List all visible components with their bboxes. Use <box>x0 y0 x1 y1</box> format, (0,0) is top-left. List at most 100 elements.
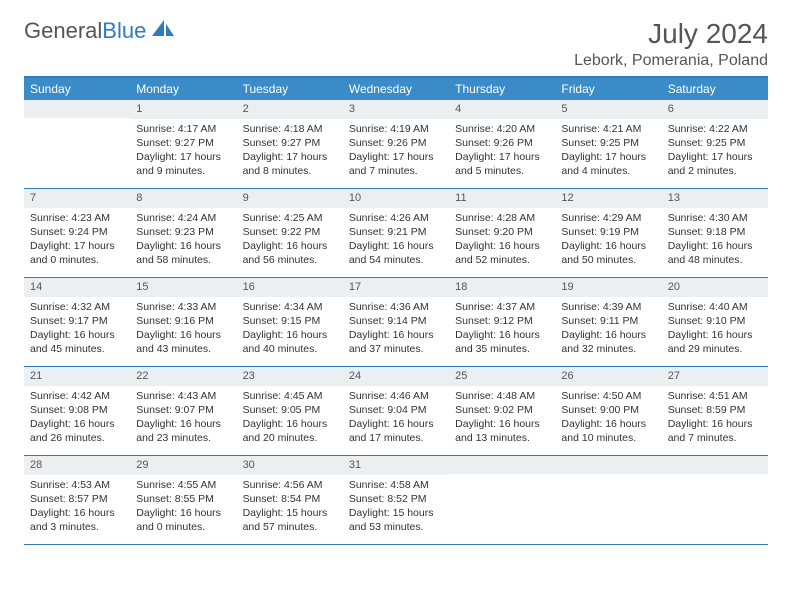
sunset-text: Sunset: 9:18 PM <box>668 225 762 239</box>
sunset-text: Sunset: 9:19 PM <box>561 225 655 239</box>
day-body: Sunrise: 4:17 AMSunset: 9:27 PMDaylight:… <box>130 119 236 185</box>
sunset-text: Sunset: 9:23 PM <box>136 225 230 239</box>
daylight-text: Daylight: 16 hours and 13 minutes. <box>455 417 549 445</box>
day-cell: 26Sunrise: 4:50 AMSunset: 9:00 PMDayligh… <box>555 367 661 455</box>
day-cell: 4Sunrise: 4:20 AMSunset: 9:26 PMDaylight… <box>449 100 555 188</box>
sunrise-text: Sunrise: 4:33 AM <box>136 300 230 314</box>
weeks-container: 1Sunrise: 4:17 AMSunset: 9:27 PMDaylight… <box>24 100 768 545</box>
day-number: 24 <box>343 367 449 386</box>
day-number: 25 <box>449 367 555 386</box>
day-cell: 31Sunrise: 4:58 AMSunset: 8:52 PMDayligh… <box>343 456 449 544</box>
sunset-text: Sunset: 8:54 PM <box>243 492 337 506</box>
sunrise-text: Sunrise: 4:46 AM <box>349 389 443 403</box>
day-number: 17 <box>343 278 449 297</box>
day-number: 28 <box>24 456 130 475</box>
day-body: Sunrise: 4:26 AMSunset: 9:21 PMDaylight:… <box>343 208 449 274</box>
logo-text-1: General <box>24 18 102 44</box>
day-number <box>662 456 768 474</box>
day-number: 2 <box>237 100 343 119</box>
month-title: July 2024 <box>574 18 768 50</box>
daylight-text: Daylight: 16 hours and 56 minutes. <box>243 239 337 267</box>
daylight-text: Daylight: 17 hours and 0 minutes. <box>30 239 124 267</box>
day-cell: 15Sunrise: 4:33 AMSunset: 9:16 PMDayligh… <box>130 278 236 366</box>
daylight-text: Daylight: 16 hours and 43 minutes. <box>136 328 230 356</box>
sunset-text: Sunset: 9:20 PM <box>455 225 549 239</box>
sunset-text: Sunset: 9:04 PM <box>349 403 443 417</box>
day-number: 21 <box>24 367 130 386</box>
sunrise-text: Sunrise: 4:24 AM <box>136 211 230 225</box>
day-body: Sunrise: 4:33 AMSunset: 9:16 PMDaylight:… <box>130 297 236 363</box>
week-row: 7Sunrise: 4:23 AMSunset: 9:24 PMDaylight… <box>24 189 768 278</box>
day-cell: 18Sunrise: 4:37 AMSunset: 9:12 PMDayligh… <box>449 278 555 366</box>
day-header: Thursday <box>449 78 555 100</box>
sunset-text: Sunset: 9:10 PM <box>668 314 762 328</box>
logo: GeneralBlue <box>24 18 176 44</box>
daylight-text: Daylight: 16 hours and 35 minutes. <box>455 328 549 356</box>
sunrise-text: Sunrise: 4:29 AM <box>561 211 655 225</box>
day-cell: 2Sunrise: 4:18 AMSunset: 9:27 PMDaylight… <box>237 100 343 188</box>
sunrise-text: Sunrise: 4:37 AM <box>455 300 549 314</box>
sunrise-text: Sunrise: 4:26 AM <box>349 211 443 225</box>
day-header: Monday <box>130 78 236 100</box>
week-row: 28Sunrise: 4:53 AMSunset: 8:57 PMDayligh… <box>24 456 768 545</box>
sunrise-text: Sunrise: 4:50 AM <box>561 389 655 403</box>
daylight-text: Daylight: 16 hours and 10 minutes. <box>561 417 655 445</box>
daylight-text: Daylight: 16 hours and 54 minutes. <box>349 239 443 267</box>
daylight-text: Daylight: 16 hours and 45 minutes. <box>30 328 124 356</box>
day-body: Sunrise: 4:19 AMSunset: 9:26 PMDaylight:… <box>343 119 449 185</box>
daylight-text: Daylight: 17 hours and 9 minutes. <box>136 150 230 178</box>
week-row: 21Sunrise: 4:42 AMSunset: 9:08 PMDayligh… <box>24 367 768 456</box>
day-number: 14 <box>24 278 130 297</box>
daylight-text: Daylight: 16 hours and 58 minutes. <box>136 239 230 267</box>
location: Lebork, Pomerania, Poland <box>574 52 768 70</box>
day-header: Tuesday <box>237 78 343 100</box>
daylight-text: Daylight: 16 hours and 26 minutes. <box>30 417 124 445</box>
day-cell: 14Sunrise: 4:32 AMSunset: 9:17 PMDayligh… <box>24 278 130 366</box>
day-number: 1 <box>130 100 236 119</box>
day-number: 29 <box>130 456 236 475</box>
day-cell: 11Sunrise: 4:28 AMSunset: 9:20 PMDayligh… <box>449 189 555 277</box>
daylight-text: Daylight: 16 hours and 29 minutes. <box>668 328 762 356</box>
day-body: Sunrise: 4:36 AMSunset: 9:14 PMDaylight:… <box>343 297 449 363</box>
sunset-text: Sunset: 9:27 PM <box>136 136 230 150</box>
sunrise-text: Sunrise: 4:20 AM <box>455 122 549 136</box>
day-cell: 1Sunrise: 4:17 AMSunset: 9:27 PMDaylight… <box>130 100 236 188</box>
day-cell: 19Sunrise: 4:39 AMSunset: 9:11 PMDayligh… <box>555 278 661 366</box>
sunrise-text: Sunrise: 4:22 AM <box>668 122 762 136</box>
day-cell <box>662 456 768 544</box>
sunrise-text: Sunrise: 4:19 AM <box>349 122 443 136</box>
day-body: Sunrise: 4:24 AMSunset: 9:23 PMDaylight:… <box>130 208 236 274</box>
daylight-text: Daylight: 16 hours and 48 minutes. <box>668 239 762 267</box>
day-number: 7 <box>24 189 130 208</box>
day-cell: 20Sunrise: 4:40 AMSunset: 9:10 PMDayligh… <box>662 278 768 366</box>
sunrise-text: Sunrise: 4:51 AM <box>668 389 762 403</box>
day-body: Sunrise: 4:18 AMSunset: 9:27 PMDaylight:… <box>237 119 343 185</box>
sunrise-text: Sunrise: 4:58 AM <box>349 478 443 492</box>
sunset-text: Sunset: 9:02 PM <box>455 403 549 417</box>
sunrise-text: Sunrise: 4:23 AM <box>30 211 124 225</box>
day-number: 5 <box>555 100 661 119</box>
sunset-text: Sunset: 9:22 PM <box>243 225 337 239</box>
day-cell: 23Sunrise: 4:45 AMSunset: 9:05 PMDayligh… <box>237 367 343 455</box>
sunset-text: Sunset: 9:27 PM <box>243 136 337 150</box>
day-number: 13 <box>662 189 768 208</box>
day-cell: 22Sunrise: 4:43 AMSunset: 9:07 PMDayligh… <box>130 367 236 455</box>
sunset-text: Sunset: 9:07 PM <box>136 403 230 417</box>
day-body: Sunrise: 4:29 AMSunset: 9:19 PMDaylight:… <box>555 208 661 274</box>
day-body: Sunrise: 4:43 AMSunset: 9:07 PMDaylight:… <box>130 386 236 452</box>
day-number: 30 <box>237 456 343 475</box>
day-body: Sunrise: 4:22 AMSunset: 9:25 PMDaylight:… <box>662 119 768 185</box>
daylight-text: Daylight: 17 hours and 7 minutes. <box>349 150 443 178</box>
logo-text-2: Blue <box>102 18 146 44</box>
sunrise-text: Sunrise: 4:17 AM <box>136 122 230 136</box>
sail-icon <box>150 18 176 44</box>
sunrise-text: Sunrise: 4:55 AM <box>136 478 230 492</box>
day-cell: 3Sunrise: 4:19 AMSunset: 9:26 PMDaylight… <box>343 100 449 188</box>
sunset-text: Sunset: 9:17 PM <box>30 314 124 328</box>
day-number: 23 <box>237 367 343 386</box>
day-number: 18 <box>449 278 555 297</box>
day-cell: 29Sunrise: 4:55 AMSunset: 8:55 PMDayligh… <box>130 456 236 544</box>
day-number: 27 <box>662 367 768 386</box>
day-number: 8 <box>130 189 236 208</box>
day-body: Sunrise: 4:28 AMSunset: 9:20 PMDaylight:… <box>449 208 555 274</box>
